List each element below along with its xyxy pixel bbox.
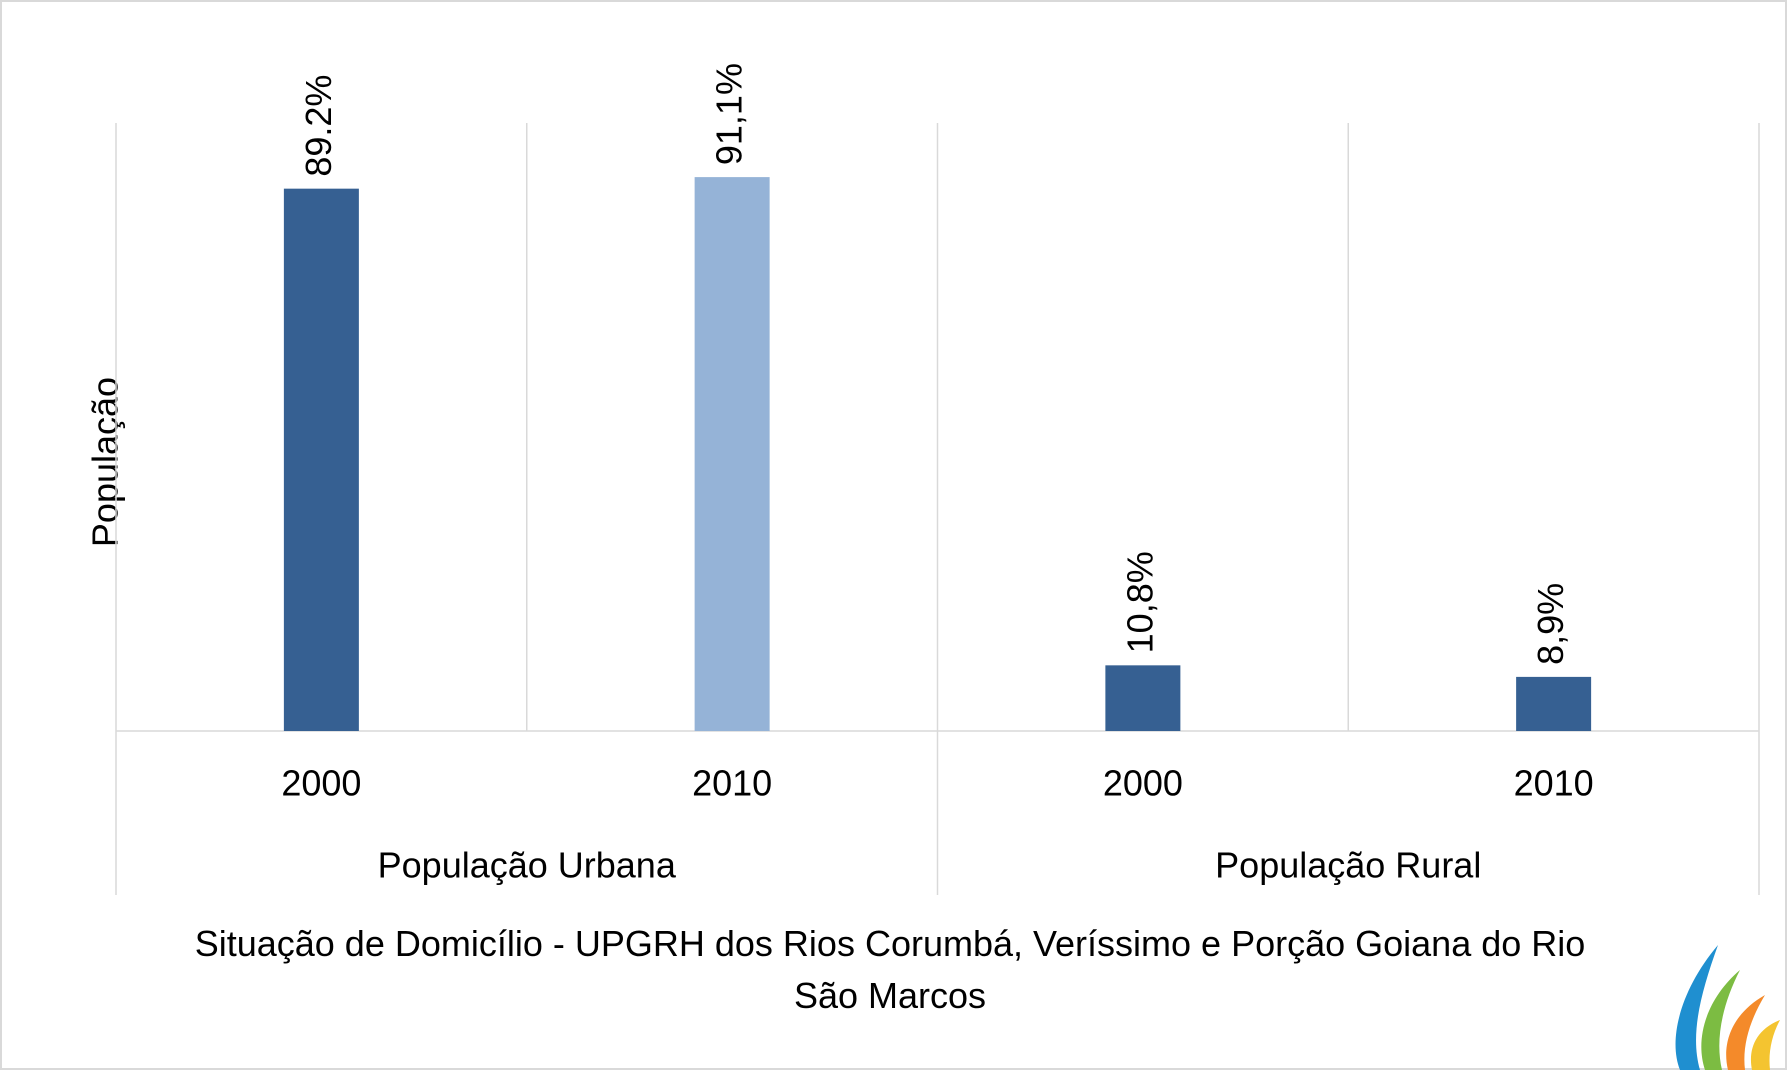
- y-axis-label: População: [85, 377, 126, 547]
- value-label: 89.2%: [298, 75, 339, 177]
- x-tick-label: 2010: [692, 763, 772, 804]
- x-tick-label: 2010: [1514, 763, 1594, 804]
- bar: [283, 188, 359, 731]
- value-label: 10,8%: [1119, 551, 1160, 653]
- value-label: 91,1%: [709, 63, 750, 165]
- group-label: População Urbana: [378, 845, 677, 886]
- bar: [1516, 676, 1592, 731]
- logo: [1675, 945, 1780, 1070]
- group-label: População Rural: [1215, 845, 1481, 886]
- bar: [694, 177, 770, 731]
- chart-title: Situação de Domicílio - UPGRH dos Rios C…: [194, 923, 1586, 1016]
- value-label: 8,9%: [1530, 583, 1571, 665]
- bar: [1105, 665, 1181, 731]
- x-tick-label: 2000: [281, 763, 361, 804]
- x-tick-label: 2000: [1103, 763, 1183, 804]
